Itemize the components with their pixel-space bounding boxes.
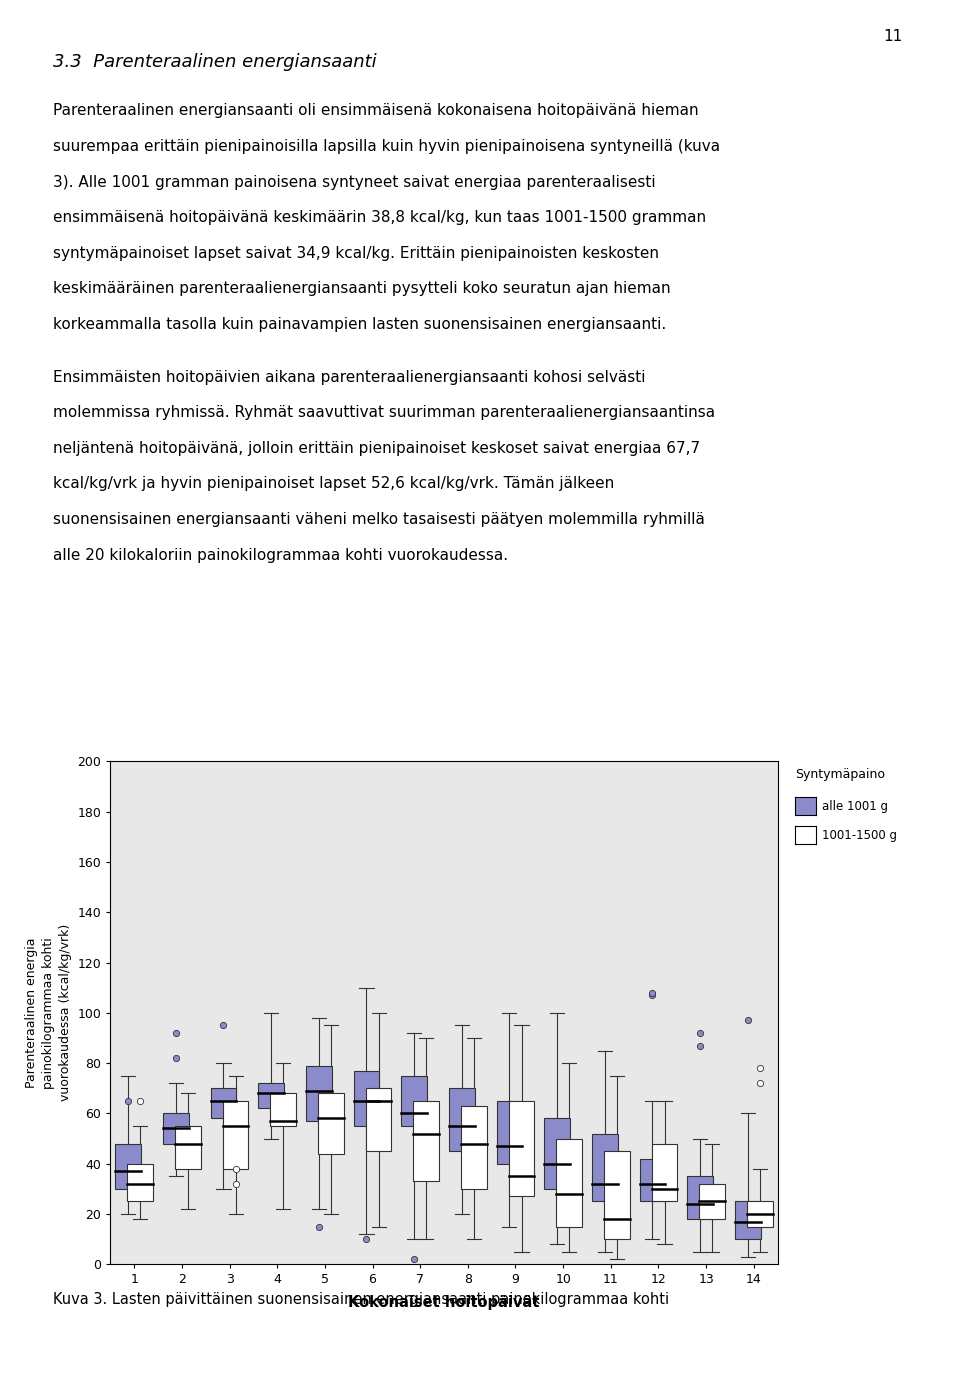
Text: alle 20 kilokaloriin painokilogrammaa kohti vuorokaudessa.: alle 20 kilokaloriin painokilogrammaa ko… xyxy=(53,548,508,563)
Text: Parenteraalinen energiansaanti oli ensimmäisenä kokonaisena hoitopäivänä hieman: Parenteraalinen energiansaanti oli ensim… xyxy=(53,103,699,119)
Text: keskimääräinen parenteraalienergiansaanti pysytteli koko seuratun ajan hieman: keskimääräinen parenteraalienergiansaant… xyxy=(53,281,670,296)
Y-axis label: Parenteraalinen energia
painokilogrammaa kohti
vuorokaudessa (kcal/kg/vrk): Parenteraalinen energia painokilogrammaa… xyxy=(25,925,72,1101)
Bar xyxy=(699,1183,725,1220)
Bar xyxy=(223,1101,249,1169)
Bar xyxy=(175,1126,201,1169)
Bar xyxy=(639,1158,665,1201)
Bar xyxy=(687,1176,713,1220)
Bar xyxy=(414,1101,439,1182)
Text: alle 1001 g: alle 1001 g xyxy=(822,799,888,813)
Bar xyxy=(747,1201,773,1227)
Text: syntymäpainoiset lapset saivat 34,9 kcal/kg. Erittäin pienipainoisten keskosten: syntymäpainoiset lapset saivat 34,9 kcal… xyxy=(53,246,659,261)
Bar xyxy=(401,1076,427,1126)
Text: 3). Alle 1001 gramman painoisena syntyneet saivat energiaa parenteraalisesti: 3). Alle 1001 gramman painoisena syntyne… xyxy=(53,175,656,190)
Bar xyxy=(128,1164,154,1201)
Text: Syntymäpaino: Syntymäpaino xyxy=(795,768,885,781)
Text: Ensimmäisten hoitopäivien aikana parenteraalienergiansaanti kohosi selvästi: Ensimmäisten hoitopäivien aikana parente… xyxy=(53,369,645,384)
Bar xyxy=(509,1101,535,1196)
Bar xyxy=(604,1151,630,1239)
Text: molemmissa ryhmissä. Ryhmät saavuttivat suurimman parenteraalienergiansaantinsa: molemmissa ryhmissä. Ryhmät saavuttivat … xyxy=(53,405,715,420)
Bar xyxy=(592,1133,617,1201)
Bar xyxy=(461,1106,487,1189)
Bar xyxy=(496,1101,522,1164)
Bar xyxy=(318,1094,344,1154)
Text: suurempaa erittäin pienipainoisilla lapsilla kuin hyvin pienipainoisena syntynei: suurempaa erittäin pienipainoisilla laps… xyxy=(53,138,720,154)
Bar xyxy=(353,1070,379,1126)
Bar xyxy=(258,1083,284,1108)
Bar xyxy=(271,1094,296,1126)
Text: ensimmäisenä hoitopäivänä keskimäärin 38,8 kcal/kg, kun taas 1001-1500 gramman: ensimmäisenä hoitopäivänä keskimäärin 38… xyxy=(53,210,706,225)
Text: 11: 11 xyxy=(883,29,902,45)
Bar xyxy=(366,1088,392,1151)
X-axis label: Kokonaiset hoitopäivät: Kokonaiset hoitopäivät xyxy=(348,1295,540,1309)
Bar xyxy=(210,1088,236,1119)
Text: korkeammalla tasolla kuin painavampien lasten suonensisainen energiansaanti.: korkeammalla tasolla kuin painavampien l… xyxy=(53,317,666,332)
Bar xyxy=(449,1088,474,1151)
Bar xyxy=(306,1066,331,1120)
Text: 1001-1500 g: 1001-1500 g xyxy=(822,828,897,842)
Bar xyxy=(652,1144,678,1201)
Bar xyxy=(163,1113,189,1144)
Bar xyxy=(557,1139,582,1227)
Text: Kuva 3. Lasten päivittäinen suonensisainen energiansaanti painokilogrammaa kohti: Kuva 3. Lasten päivittäinen suonensisain… xyxy=(53,1292,669,1308)
Text: kcal/kg/vrk ja hyvin pienipainoiset lapset 52,6 kcal/kg/vrk. Tämän jälkeen: kcal/kg/vrk ja hyvin pienipainoiset laps… xyxy=(53,476,614,492)
Text: suonensisainen energiansaanti väheni melko tasaisesti päätyen molemmilla ryhmill: suonensisainen energiansaanti väheni mel… xyxy=(53,511,705,527)
Text: neljäntenä hoitopäivänä, jolloin erittäin pienipainoiset keskoset saivat energia: neljäntenä hoitopäivänä, jolloin erittäi… xyxy=(53,440,700,455)
Bar xyxy=(544,1119,570,1189)
Bar xyxy=(734,1201,760,1239)
Bar xyxy=(115,1144,141,1189)
Text: 3.3  Parenteraalinen energiansaanti: 3.3 Parenteraalinen energiansaanti xyxy=(53,53,376,71)
